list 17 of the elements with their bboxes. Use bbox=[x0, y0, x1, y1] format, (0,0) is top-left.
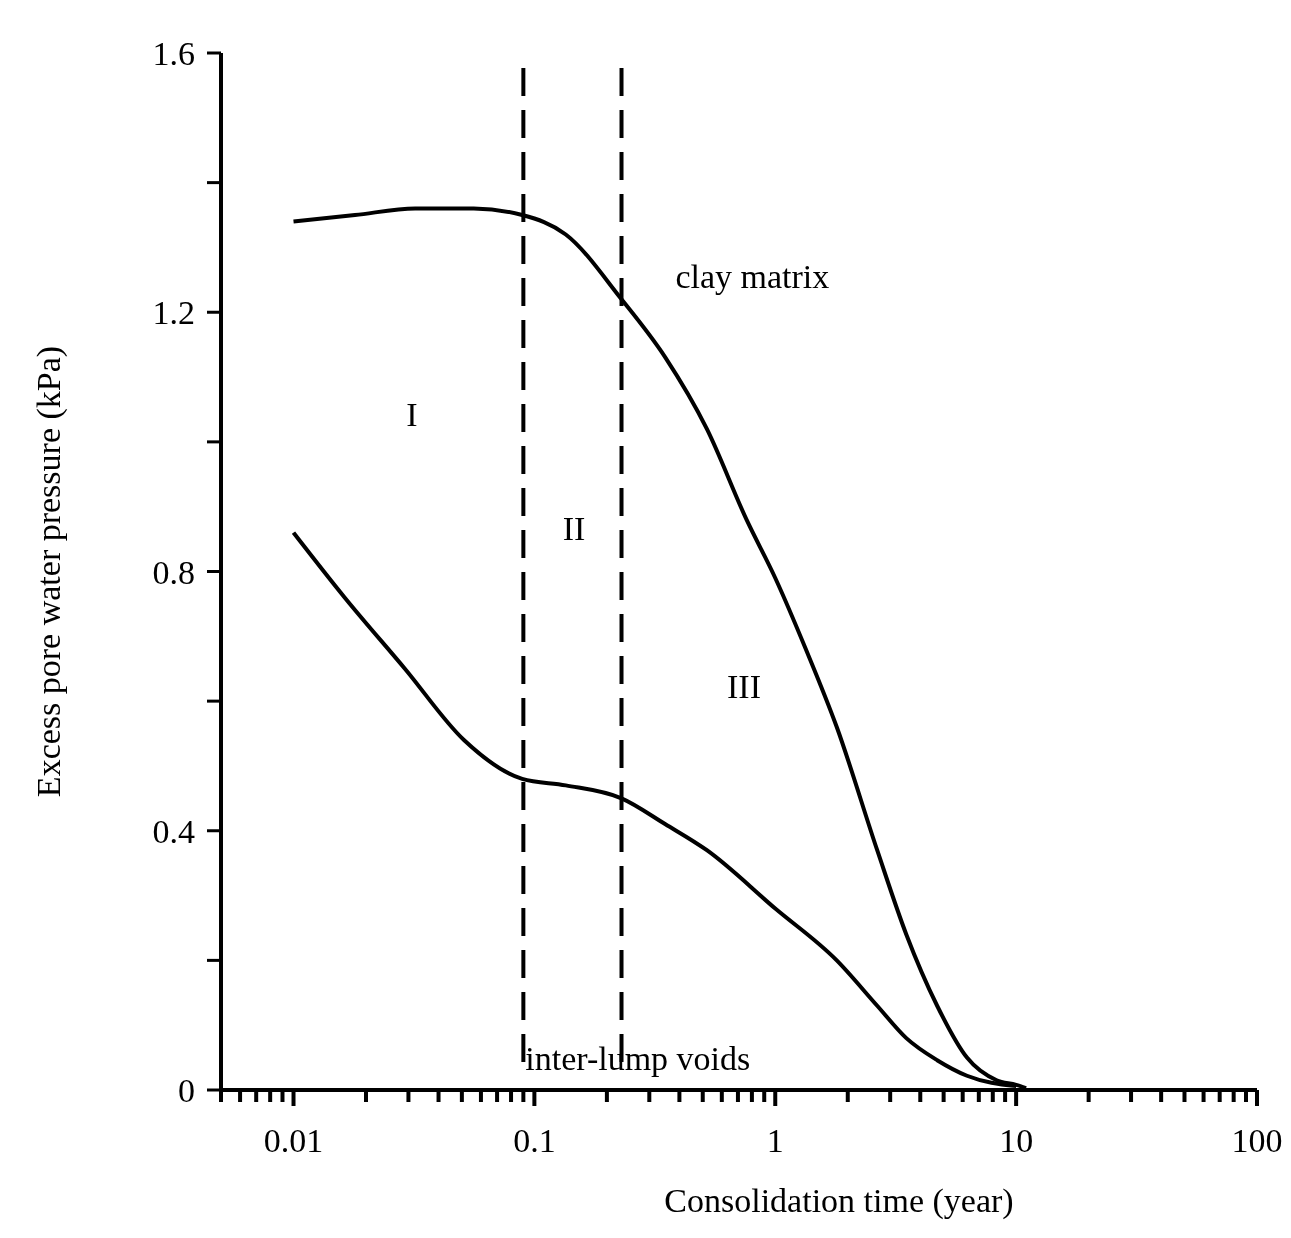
y-tick-label: 0 bbox=[178, 1072, 195, 1109]
x-tick-label: 10 bbox=[999, 1122, 1034, 1159]
y-tick-label: 0.4 bbox=[152, 812, 195, 850]
annotation: I bbox=[406, 396, 418, 433]
series-label: clay matrix bbox=[675, 257, 830, 295]
y-axis-title: Excess pore water pressure (kPa) bbox=[30, 345, 68, 798]
annotation: II bbox=[562, 510, 586, 547]
x-axis-title: Consolidation time (year) bbox=[664, 1182, 1014, 1220]
x-tick-label: 100 bbox=[1231, 1122, 1283, 1159]
x-tick-label: 1 bbox=[766, 1122, 784, 1159]
annotation: III bbox=[727, 668, 761, 705]
x-tick-label: 0.01 bbox=[263, 1122, 324, 1159]
x-tick-label: 0.1 bbox=[513, 1122, 556, 1159]
text: inter-lump voids bbox=[525, 1040, 751, 1077]
y-tick-label: 1.6 bbox=[152, 35, 195, 72]
y-tick-label: 1.2 bbox=[152, 294, 195, 332]
y-tick-label: 0.8 bbox=[152, 553, 195, 591]
